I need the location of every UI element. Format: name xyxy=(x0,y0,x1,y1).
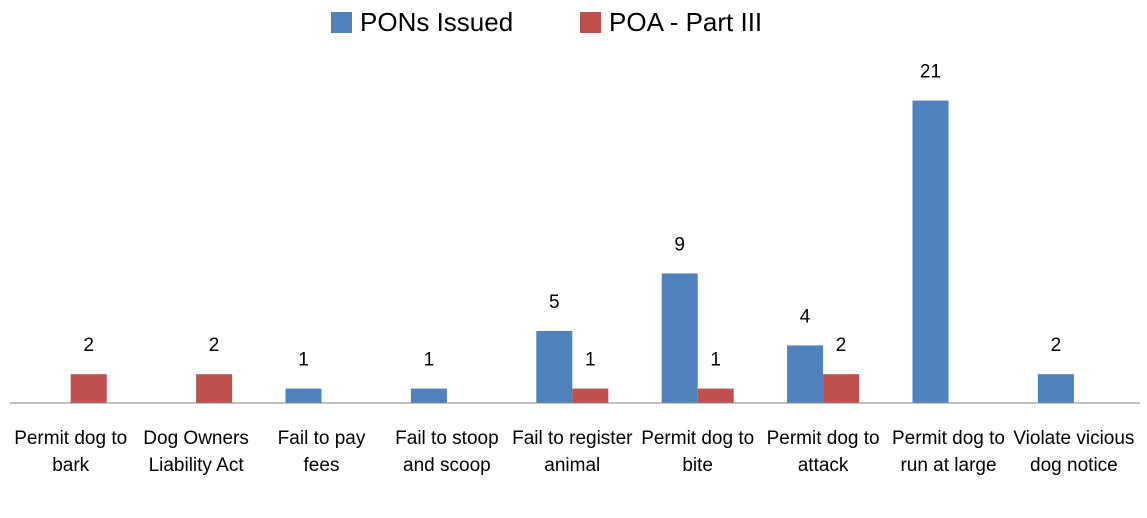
data-label: 2 xyxy=(836,335,847,356)
x-tick-label: Permit dog to bite xyxy=(641,428,755,476)
x-tick-label: Permit dog to run at large xyxy=(892,428,1005,476)
bar xyxy=(572,388,609,403)
data-label: 4 xyxy=(800,306,811,327)
bar xyxy=(661,273,698,403)
data-label: 2 xyxy=(83,335,94,356)
legend-swatch xyxy=(331,12,352,33)
legend-swatch xyxy=(580,12,601,33)
data-label: 1 xyxy=(710,350,721,371)
bar xyxy=(823,374,860,403)
x-tick-label: Violate vicious dog notice xyxy=(1013,428,1135,476)
x-tick-label: Fail to pay fees xyxy=(277,428,366,476)
bar xyxy=(285,388,322,403)
x-tick-label: Fail to stoop and scoop xyxy=(395,428,499,476)
data-label: 9 xyxy=(674,234,685,255)
data-label: 2 xyxy=(209,335,220,356)
data-label: 21 xyxy=(920,62,941,83)
data-label: 1 xyxy=(424,350,435,371)
bar xyxy=(912,100,949,403)
bar xyxy=(70,374,107,403)
x-tick-label: Fail to register animal xyxy=(512,428,633,476)
legend-label: POA - Part III xyxy=(609,7,762,37)
bar xyxy=(196,374,233,403)
legend-label: PONs Issued xyxy=(360,7,513,37)
data-label: 2 xyxy=(1051,335,1062,356)
bar xyxy=(1037,374,1074,403)
bar xyxy=(697,388,734,403)
x-tick-label: Permit dog to bark xyxy=(14,428,128,476)
data-label: 1 xyxy=(298,350,309,371)
x-tick-label: Permit dog to attack xyxy=(766,428,880,476)
bar xyxy=(787,345,824,403)
data-label: 5 xyxy=(549,292,560,313)
bar xyxy=(536,331,573,403)
x-tick-label: Dog Owners Liability Act xyxy=(143,428,249,476)
bar xyxy=(410,388,447,403)
data-label: 1 xyxy=(585,350,596,371)
